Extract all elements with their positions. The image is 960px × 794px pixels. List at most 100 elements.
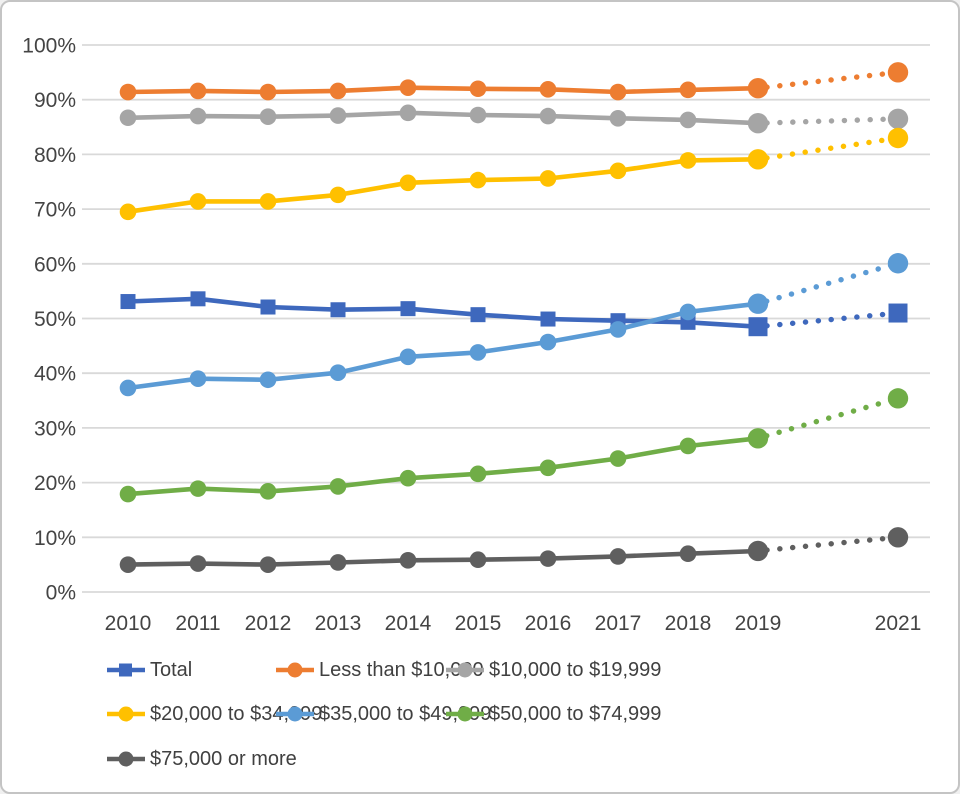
data-point-less-than-10000-2021 (887, 62, 909, 83)
series-line-less-than-10000 (127, 85, 759, 95)
data-point-20000-to-34999-2014 (399, 174, 417, 192)
y-axis-tick-label: 50% (34, 308, 76, 331)
y-axis-tick-label: 30% (34, 417, 76, 440)
data-point-20000-to-34999-2011 (189, 193, 207, 210)
data-point-10000-to-19999-2018 (679, 111, 697, 129)
x-axis-tick-label: 2018 (665, 612, 712, 635)
y-axis-tick-label: 20% (34, 472, 76, 495)
y-axis-tick-label: 80% (34, 144, 76, 167)
data-point-10000-to-19999-2017 (609, 109, 627, 127)
x-axis-tick-label: 2016 (525, 612, 572, 635)
data-point-less-than-10000-2013 (329, 82, 347, 100)
legend-item-35000-to-49999: $35,000 to $49,999 (275, 703, 491, 725)
data-point-total-2019 (748, 317, 768, 337)
data-point-20000-to-34999-2015 (469, 171, 487, 189)
series-forecast-line-20000-to-34999 (755, 135, 901, 163)
data-point-total-2012 (260, 299, 276, 315)
data-point-35000-to-49999-2017 (609, 321, 627, 338)
line-chart: 100% 90% 80% 70% 60% 50% 40% 30% 20% 10% 0% 2010 201… (22, 35, 930, 635)
data-point-50000-to-74999-2010 (119, 485, 137, 503)
data-point-50000-to-74999-2021 (887, 388, 909, 409)
data-point-75000-or-more-2012 (259, 556, 277, 573)
y-axis-tick-label: 70% (34, 199, 76, 222)
data-point-less-than-10000-2012 (259, 83, 277, 101)
data-point-10000-to-19999-2019 (747, 113, 769, 134)
data-point-less-than-10000-2011 (189, 82, 207, 100)
data-point-10000-to-19999-2021 (887, 108, 909, 130)
data-point-75000-or-more-2015 (469, 551, 487, 569)
data-point-75000-or-more-2016 (539, 550, 557, 567)
y-axis-tick-label: 0% (46, 582, 76, 605)
data-point-50000-to-74999-2018 (679, 437, 697, 455)
data-point-35000-to-49999-2018 (679, 303, 697, 321)
data-point-10000-to-19999-2013 (329, 107, 347, 124)
x-axis-tick-label: 2011 (175, 612, 220, 635)
data-point-less-than-10000-2016 (539, 81, 557, 98)
legend-label: $20,000 to $34,999 (150, 703, 323, 725)
data-point-50000-to-74999-2011 (189, 480, 207, 497)
legend-item-75000-or-more: $75,000 or more (106, 748, 297, 770)
series-line-10000-to-19999 (127, 110, 759, 126)
x-axis-tick-label: 2013 (315, 612, 362, 635)
y-axis-tick-label: 10% (34, 527, 76, 550)
data-point-35000-to-49999-2010 (119, 379, 137, 397)
data-point-10000-to-19999-2011 (189, 107, 207, 125)
less-than-10000-legend-marker-icon (276, 662, 314, 678)
data-point-50000-to-74999-2016 (539, 459, 557, 477)
data-point-35000-to-49999-2012 (259, 371, 277, 389)
x-axis-tick-label: 2014 (385, 612, 432, 635)
x-axis-tick-label: 2012 (245, 612, 292, 635)
series-forecast-line-35000-to-49999 (755, 260, 901, 307)
data-point-35000-to-49999-2019 (747, 293, 769, 314)
series-forecast-line-75000-or-more (755, 534, 901, 554)
series-line-50000-to-74999 (127, 436, 759, 497)
legend-label: $75,000 or more (150, 748, 297, 770)
data-point-35000-to-49999-2014 (399, 348, 417, 366)
data-point-10000-to-19999-2015 (469, 106, 487, 124)
legend-item-total: Total (106, 659, 192, 681)
legend-item-50000-to-74999: $50,000 to $74,999 (445, 703, 661, 725)
data-point-35000-to-49999-2021 (887, 253, 909, 274)
series-line-20000-to-34999 (127, 157, 759, 215)
data-point-50000-to-74999-2017 (609, 450, 627, 467)
x-axis-tick-label: 2017 (595, 612, 642, 635)
data-point-75000-or-more-2018 (679, 545, 697, 563)
data-point-20000-to-34999-2012 (259, 193, 277, 210)
x-axis-tick-label: 2010 (105, 612, 152, 635)
data-point-75000-or-more-2017 (609, 548, 627, 565)
legend-label: $50,000 to $74,999 (489, 703, 662, 725)
data-point-35000-to-49999-2013 (329, 364, 347, 381)
series-forecast-line-less-than-10000 (755, 69, 901, 91)
data-point-75000-or-more-2011 (189, 555, 207, 572)
legend-item-10000-to-19999: $10,000 to $19,999 (445, 659, 661, 681)
series-forecast-line-50000-to-74999 (755, 395, 901, 441)
data-point-less-than-10000-2018 (679, 81, 697, 99)
data-point-less-than-10000-2010 (119, 83, 137, 101)
series-forecast-line-total (755, 310, 901, 330)
data-point-10000-to-19999-2014 (399, 104, 417, 122)
data-point-50000-to-74999-2012 (259, 483, 277, 500)
data-point-less-than-10000-2014 (399, 79, 417, 96)
data-point-10000-to-19999-2010 (119, 109, 137, 127)
data-point-less-than-10000-2019 (747, 78, 769, 99)
data-point-10000-to-19999-2012 (259, 108, 277, 125)
series-line-total (127, 296, 759, 329)
data-point-20000-to-34999-2018 (679, 152, 697, 169)
20000-to-34999-legend-marker-icon (107, 706, 145, 722)
data-point-50000-to-74999-2013 (329, 478, 347, 495)
x-axis-tick-label: 2019 (735, 612, 782, 635)
data-point-50000-to-74999-2014 (399, 469, 417, 487)
data-point-75000-or-more-2013 (329, 554, 347, 571)
legend-item-less-than-10000: Less than $10,000 (275, 659, 484, 681)
x-axis-tick-label: 2021 (875, 612, 922, 635)
data-point-10000-to-19999-2016 (539, 107, 557, 125)
y-axis-tick-label: 40% (34, 363, 76, 386)
data-point-total-2014 (400, 301, 416, 317)
data-point-20000-to-34999-2016 (539, 170, 557, 187)
10000-to-19999-legend-marker-icon (446, 662, 484, 678)
legend-label: $10,000 to $19,999 (489, 659, 662, 681)
data-point-less-than-10000-2017 (609, 83, 627, 101)
50000-to-74999-legend-marker-icon (446, 706, 484, 722)
data-point-total-2013 (330, 302, 346, 318)
